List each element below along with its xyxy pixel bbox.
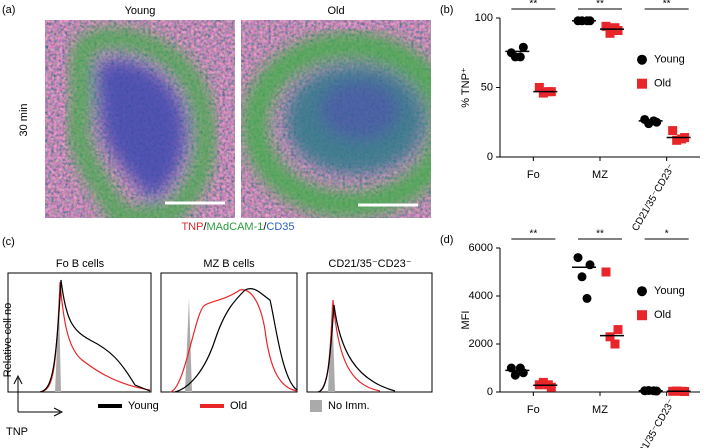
axis-arrows (13, 374, 64, 417)
panel-label: (a) (2, 4, 15, 16)
stain: CD35 (266, 221, 294, 233)
data-point (577, 272, 587, 282)
histogram-title: MZ B cells (203, 258, 255, 270)
y-tick-label: 0 (487, 151, 493, 163)
data-point (518, 42, 528, 52)
legend-marker (637, 310, 647, 321)
data-point (601, 21, 611, 31)
data-point (605, 28, 615, 38)
data-point (510, 370, 520, 380)
micrograph (241, 20, 431, 218)
legend-label: Old (654, 309, 671, 321)
data-point (515, 52, 525, 62)
data-point (610, 339, 620, 349)
x-tick-label: CD21/35⁻CD23⁻ (630, 162, 677, 233)
legend-marker (637, 286, 647, 297)
stain: MAdCAM-1 (207, 221, 264, 233)
micrograph (45, 20, 235, 218)
x-tick-label: MZ (592, 169, 608, 181)
legend-label: Young (654, 54, 685, 66)
y-tick-label: 4000 (469, 290, 493, 302)
x-axis-label: TNP (6, 426, 28, 438)
x-tick-label: MZ (592, 404, 608, 416)
data-point (582, 293, 592, 303)
data-point (610, 23, 620, 33)
histogram (160, 272, 298, 393)
legend-swatch (310, 400, 322, 412)
data-point (668, 126, 678, 136)
separator: / (263, 221, 267, 233)
y-axis-label: % TNP⁺ (460, 67, 472, 108)
legend-label: Old (654, 78, 671, 90)
legend-label: Young (128, 400, 159, 412)
data-point (534, 83, 544, 92)
y-axis-label: MFI (460, 311, 472, 330)
y-axis-label: Relative cell no (2, 303, 14, 378)
separator: / (203, 221, 207, 233)
significance-label: ** (596, 229, 604, 240)
x-tick-label: CD21/35⁻CD23⁻ (630, 397, 677, 448)
significance-label: ** (663, 0, 671, 10)
image-title: Old (327, 5, 344, 17)
data-point (672, 135, 682, 145)
significance-label: ** (596, 0, 604, 10)
y-tick-label: 2000 (469, 338, 493, 350)
significance-label: ** (529, 0, 537, 10)
legend-marker (637, 78, 647, 89)
data-point (677, 134, 687, 144)
legend-marker (637, 54, 647, 65)
x-tick-label: Fo (527, 404, 540, 416)
data-point (601, 267, 611, 277)
data-point (613, 325, 623, 335)
legend-label: Old (230, 400, 247, 412)
y-tick-label: 6000 (469, 242, 493, 254)
y-tick-label: 100 (475, 12, 493, 24)
data-point (573, 253, 583, 263)
data-point (605, 332, 615, 342)
legend-label: Young (654, 285, 685, 297)
significance-label: * (665, 229, 669, 240)
y-tick-label: 50 (481, 81, 493, 93)
histogram (306, 272, 433, 393)
stain-caption: TNP/MAdCAM-1/CD35 (181, 221, 294, 233)
legend-label: No Imm. (328, 400, 370, 412)
image-title: Young (125, 5, 156, 17)
panel-label: (b) (440, 4, 453, 16)
panel-label: (d) (440, 234, 453, 246)
stain: TNP (181, 221, 203, 233)
significance-label: ** (529, 229, 537, 240)
data-point (538, 377, 548, 387)
time-label: 30 min (18, 103, 30, 136)
histogram-title: CD21/35⁻CD23⁻ (328, 258, 411, 270)
histogram-title: Fo B cells (56, 258, 105, 270)
x-tick-label: Fo (527, 169, 540, 181)
data-point (538, 88, 548, 98)
panel-label: (c) (2, 236, 15, 248)
histogram (7, 272, 152, 393)
y-tick-label: 0 (487, 386, 493, 398)
